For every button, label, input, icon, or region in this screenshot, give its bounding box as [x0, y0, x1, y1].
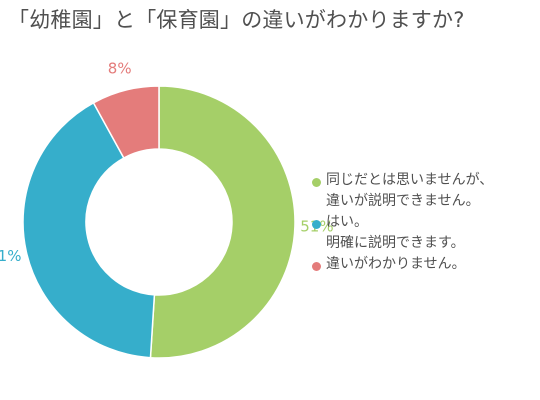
donut-slice-2[interactable] [92, 85, 160, 160]
legend-swatch-2 [312, 262, 321, 271]
slice-value-label-1: 41% [0, 247, 21, 265]
chart-legend: 同じだとは思いませんが、 違いが説明できません。 はい。 明確に説明できます。違い… [312, 170, 540, 275]
legend-label-0: 同じだとは思いませんが、 違いが説明できません。 [326, 172, 494, 209]
legend-swatch-0 [312, 178, 321, 187]
slice-value-label-2: 8% [108, 59, 132, 77]
legend-label-2: 違いがわかりません。 [326, 256, 466, 272]
donut-slice-1[interactable] [22, 101, 156, 359]
legend-item-0: 同じだとは思いませんが、 違いが説明できません。 [312, 170, 540, 212]
donut-slice-0[interactable] [149, 85, 296, 359]
chart-title: 「幼稚園」と「保育園」の違いがわかりますか? [8, 8, 465, 32]
legend-item-1: はい。 明確に説明できます。 [312, 212, 540, 254]
legend-swatch-1 [312, 220, 321, 229]
legend-label-1: はい。 明確に説明できます。 [326, 214, 465, 251]
legend-item-2: 違いがわかりません。 [312, 254, 540, 275]
